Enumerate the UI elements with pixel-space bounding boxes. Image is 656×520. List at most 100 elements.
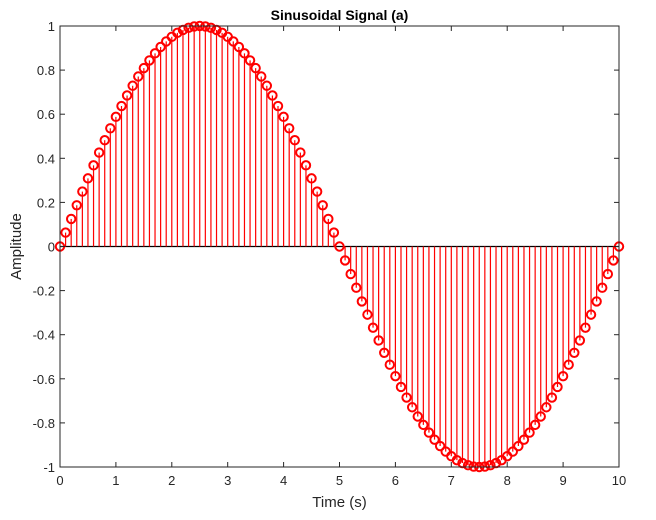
stem-marker (261, 80, 273, 91)
stem-marker (267, 90, 278, 101)
stem-marker (228, 36, 239, 47)
stem-marker (65, 213, 77, 225)
stem-marker (384, 359, 396, 370)
stem-marker (278, 111, 289, 123)
stem-marker (535, 411, 546, 422)
stem-marker (485, 460, 496, 471)
stem-marker (133, 71, 144, 82)
stem-marker (256, 71, 267, 82)
stem-marker (283, 123, 295, 134)
stem-marker (541, 402, 552, 413)
stem-marker (205, 22, 217, 33)
y-tick-label: 0 (48, 240, 55, 255)
stem-marker (300, 160, 312, 171)
stem-marker (602, 268, 614, 280)
x-tick-label: 3 (224, 473, 231, 488)
stem-marker (585, 309, 597, 320)
stem-marker (513, 440, 524, 452)
stem-marker (239, 48, 250, 59)
stem-marker (93, 147, 105, 158)
stem-marker (233, 41, 245, 53)
stem-marker (524, 427, 535, 438)
stem-marker (155, 41, 166, 53)
stem-marker (563, 359, 574, 370)
y-axis-label: Amplitude (8, 213, 25, 280)
stem-marker (116, 100, 127, 112)
stem-marker (529, 419, 541, 431)
x-tick-label: 0 (56, 473, 63, 488)
stem-marker (144, 55, 155, 66)
x-tick-label: 1 (112, 473, 119, 488)
stem-marker (244, 55, 256, 66)
stem-marker (306, 173, 317, 184)
stem-marker (334, 241, 345, 252)
stem-marker (345, 268, 356, 280)
stem-marker (77, 186, 88, 197)
y-tick-label: -0.2 (33, 284, 55, 299)
stem-marker (127, 80, 138, 91)
stem-marker (317, 200, 328, 211)
stem-marker (395, 381, 407, 393)
y-tick-label: 1 (48, 19, 55, 34)
stem-marker (373, 335, 384, 346)
stem-marker (552, 381, 563, 393)
stem-marker (183, 22, 194, 33)
stem-marker (591, 296, 602, 307)
stem-marker (451, 454, 463, 466)
stem-marker (367, 322, 379, 333)
stem-marker (82, 173, 94, 184)
y-tick-label: -1 (43, 460, 55, 475)
stem-marker (71, 200, 82, 211)
x-tick-label: 2 (168, 473, 175, 488)
stem-marker (121, 90, 133, 101)
stem-marker (557, 370, 569, 382)
stem-marker (289, 135, 300, 146)
chart-title: Sinusoidal Signal (a) (271, 7, 409, 23)
y-tick-label: -0.6 (33, 372, 55, 387)
stem-marker (580, 322, 591, 333)
stem-marker (105, 123, 116, 134)
x-tick-label: 8 (504, 473, 511, 488)
stem-marker (356, 296, 368, 307)
stem-marker (379, 347, 390, 358)
x-tick-label: 6 (392, 473, 399, 488)
stem-marker (462, 460, 474, 471)
stem-marker (569, 347, 580, 358)
stem-marker (88, 160, 99, 171)
stem-marker (574, 335, 586, 346)
stem-marker (418, 419, 429, 431)
y-tick-label: -0.8 (33, 416, 55, 431)
stem-marker (323, 213, 334, 225)
stem-marker (546, 392, 558, 403)
y-tick-label: 0.8 (37, 63, 55, 78)
stem-marker (328, 227, 340, 238)
stem-marker (362, 309, 373, 320)
stem-marker (597, 282, 608, 293)
stem-marker (507, 446, 518, 457)
stem-marker (149, 48, 161, 59)
stem-marker (406, 402, 418, 413)
stem-marker (401, 392, 412, 403)
stem-marker (423, 427, 435, 438)
x-tick-label: 4 (280, 473, 287, 488)
stem-marker (339, 255, 351, 266)
y-tick-label: 0.4 (37, 151, 55, 166)
y-tick-label: 0.2 (37, 195, 55, 210)
stem-marker (250, 62, 261, 74)
stem-marker (429, 434, 440, 445)
x-tick-label: 5 (336, 473, 343, 488)
x-tick-label: 7 (448, 473, 455, 488)
stem-marker (295, 147, 306, 158)
stem-marker (60, 227, 71, 238)
stem-marker (311, 186, 323, 197)
stem-marker (272, 100, 284, 112)
x-axis-label: Time (s) (312, 494, 366, 511)
stem-marker (608, 255, 619, 266)
stem-marker (138, 62, 150, 74)
y-tick-label: 0.6 (37, 107, 55, 122)
stem-marker (172, 27, 183, 39)
x-tick-label: 10 (612, 473, 626, 488)
stem-marker (110, 111, 122, 123)
stem-marker (518, 434, 530, 445)
